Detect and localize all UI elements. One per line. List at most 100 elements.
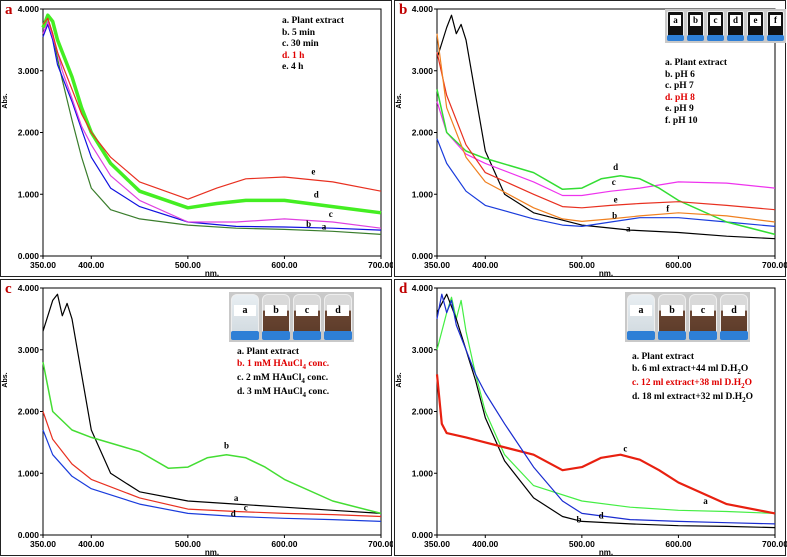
chart-svg: 350.00 400.00 500.00 600.00 700.00 0.000 1.000… [2, 283, 393, 557]
legend-entry: a. Plant extract [632, 352, 753, 364]
panel-a: a 350.00 400.00 500.00 600.00 700.00 0.000 1.0… [0, 0, 393, 278]
series-line-a [42, 293, 382, 514]
curve-label: b [612, 210, 617, 220]
curve-label: b [576, 515, 581, 525]
vial: b [658, 294, 686, 340]
panel-label: b [399, 2, 408, 18]
legend-tail: O [745, 392, 754, 403]
legend-entry: e. pH 9 [665, 104, 727, 116]
vial: c [689, 294, 717, 340]
vial-label: f [770, 15, 781, 26]
panel-d: d 350.00 400.00 500.00 600.00 700.00 0.000 1.0… [394, 279, 787, 557]
legend-subscript: 4 [302, 362, 306, 371]
legend-tail: conc. [305, 358, 330, 369]
series-line-c [435, 374, 776, 515]
legend-subscript: 2 [741, 381, 745, 390]
legend-text: c. 2 mM HAuCl [237, 372, 302, 383]
vial-label: c [710, 15, 721, 26]
x-tick-label: 500.00 [175, 260, 201, 270]
legend-text: e. pH 9 [665, 104, 694, 114]
y-tick-label: 4.000 [412, 4, 434, 14]
series-line-d [41, 13, 382, 215]
series-line-e [436, 52, 776, 211]
legend-entry: c. 30 min [282, 39, 344, 51]
x-tick-label: 600.00 [271, 260, 297, 270]
legend-text: c. 12 ml extract+38 ml D.H [632, 377, 742, 388]
y-tick-label: 3.000 [18, 345, 40, 355]
y-tick-label: 2.000 [18, 407, 40, 417]
series-line-b [436, 138, 776, 227]
y-tick-label: 4.000 [412, 283, 434, 293]
vial: d [324, 294, 352, 340]
legend-subscript: 4 [301, 376, 305, 385]
vial: a [627, 294, 655, 340]
vial: e [747, 11, 764, 41]
y-tick-label: 0.000 [18, 530, 40, 540]
curve-label: d [613, 162, 618, 172]
legend-text: f. pH 10 [665, 115, 698, 126]
x-tick-label: 400.00 [78, 539, 104, 549]
curve-label: c [329, 209, 333, 219]
x-tick-label: 500.00 [569, 539, 595, 549]
y-tick-label: 3.000 [18, 66, 40, 76]
legend-text: b. pH 6 [665, 69, 695, 80]
legend-text: d. 3 mM HAuCl [237, 387, 303, 398]
vial: f [767, 11, 784, 41]
curve-label: a [234, 493, 239, 503]
y-tick-label: 0.000 [18, 251, 40, 261]
series-line-d [436, 89, 776, 236]
curve-label: d [599, 510, 604, 520]
legend-entry: b. 6 ml extract+44 ml D.H2O [632, 364, 753, 378]
series-line-a [436, 296, 776, 514]
legend-text: a. Plant extract [665, 58, 727, 68]
curve-label: a [703, 496, 708, 506]
panel-label: a [5, 2, 13, 18]
panel-label: d [399, 281, 408, 297]
x-tick-label: 700.00 [368, 260, 393, 270]
x-tick-label: 350.00 [30, 260, 56, 270]
y-axis-label: Abs. [2, 372, 9, 387]
vial-base [667, 35, 684, 41]
legend-entry: b. 1 mM HAuCl4 conc. [237, 359, 329, 373]
vial-base [658, 331, 686, 340]
y-tick-label: 0.000 [412, 251, 434, 261]
vial: a [231, 294, 259, 340]
x-tick-label: 600.00 [271, 539, 297, 549]
vial-base [727, 35, 744, 41]
vial-base [627, 331, 655, 340]
vial-base [324, 331, 352, 340]
y-tick-label: 2.000 [412, 128, 434, 138]
y-tick-label: 0.000 [412, 530, 434, 540]
legend-entry: a. Plant extract [237, 347, 329, 359]
legend-text: a. Plant extract [282, 16, 344, 26]
vial-base [231, 331, 259, 340]
legend-entry: c. pH 7 [665, 81, 727, 93]
legend-entry: a. Plant extract [282, 16, 344, 28]
vial: b [687, 11, 704, 41]
vial-label: d [723, 305, 745, 316]
vial-base [747, 35, 764, 41]
legend: a. Plant extract b. pH 6 c. pH 7 d. pH 8 e. … [665, 58, 727, 127]
x-axis-label: nm. [205, 548, 219, 557]
y-tick-label: 2.000 [18, 128, 40, 138]
series-line-d [436, 293, 776, 525]
x-tick-label: 700.00 [762, 539, 787, 549]
legend-entry: d. pH 8 [665, 93, 727, 105]
vial: c [707, 11, 724, 41]
legend-entry: b. pH 6 [665, 70, 727, 82]
y-tick-label: 1.000 [18, 468, 40, 478]
legend-subscript: 2 [737, 367, 741, 376]
curve-label: e [311, 166, 315, 176]
curve-label: b [224, 441, 229, 451]
y-axis-label: Abs. [396, 372, 403, 387]
vial-label: e [750, 15, 761, 26]
panel-c: c 350.00 400.00 500.00 600.00 700.00 0.000 1.0… [0, 279, 393, 557]
y-tick-label: 3.000 [412, 345, 434, 355]
legend-tail: O [740, 363, 749, 374]
vial-label: d [327, 305, 349, 316]
x-tick-label: 700.00 [762, 260, 787, 270]
x-tick-label: 350.00 [424, 260, 450, 270]
